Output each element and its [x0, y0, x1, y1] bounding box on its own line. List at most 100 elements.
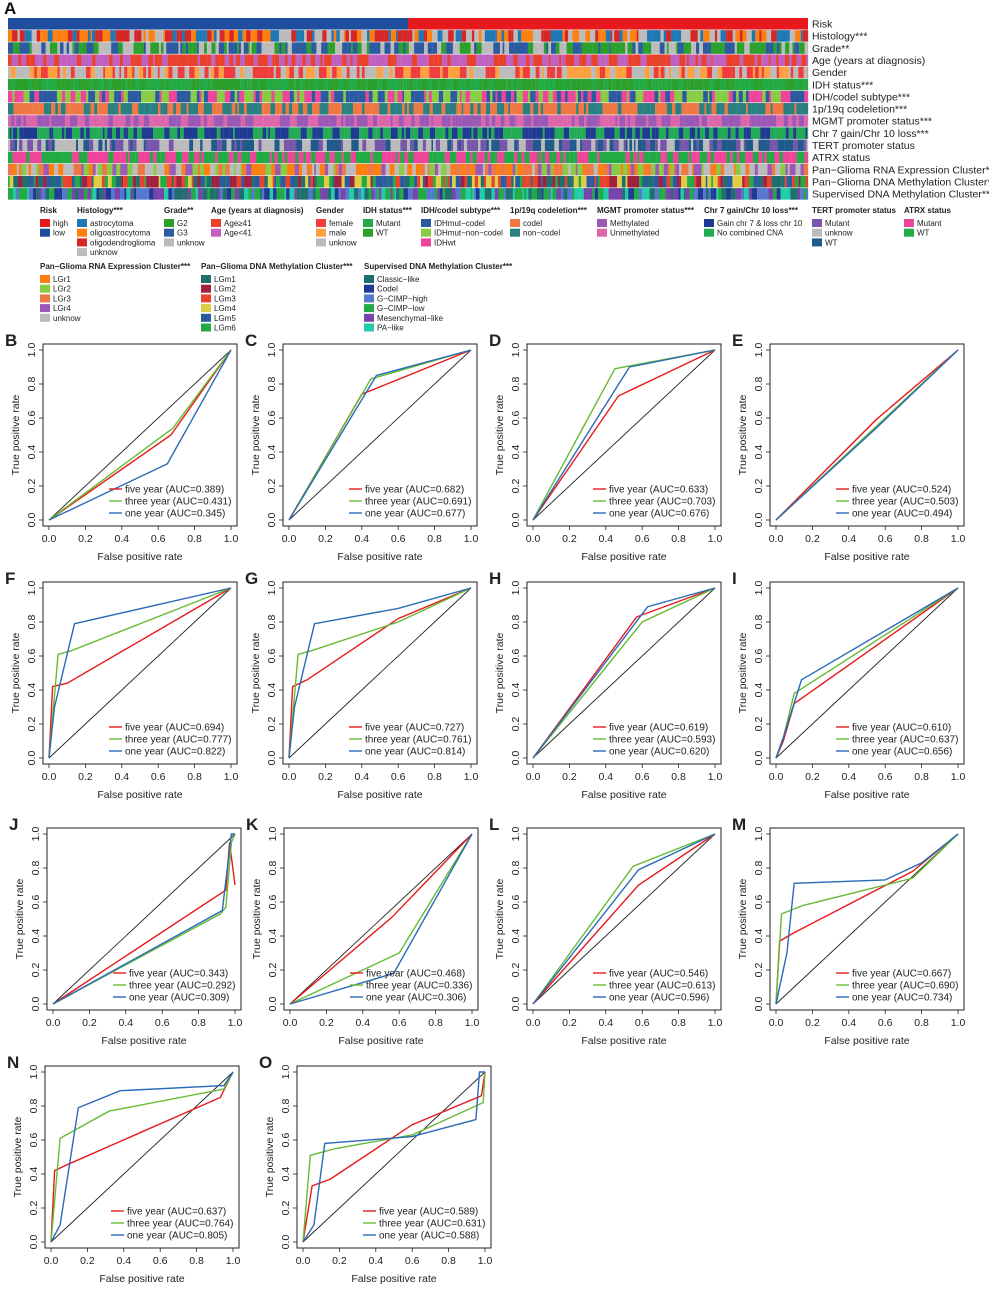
y-tick-label: 0.4 [510, 445, 522, 460]
heatmap-cell [120, 115, 126, 127]
heatmap-cell [652, 151, 657, 164]
heatmap-cell [123, 139, 129, 152]
heatmap-cell [169, 127, 174, 139]
heatmap-cell [615, 163, 621, 176]
heatmap-cell [13, 103, 17, 115]
heatmap-cell [252, 66, 259, 79]
heatmap-cell [408, 151, 414, 164]
heatmap-cell [153, 151, 157, 164]
heatmap-cell [788, 127, 794, 139]
heatmap-cell [498, 127, 504, 139]
heatmap-cell [90, 66, 93, 79]
heatmap-cell [587, 139, 592, 152]
heatmap-cell [553, 103, 558, 115]
heatmap-cell [156, 139, 160, 152]
heatmap-cell [459, 42, 463, 54]
heatmap-cell [753, 78, 756, 91]
panel-letter: F [5, 569, 15, 588]
heatmap-cell [442, 30, 446, 42]
x-tick-label: 0.8 [427, 533, 442, 545]
heatmap-cell [330, 139, 337, 152]
heatmap-cell [191, 30, 197, 42]
heatmap-cell [351, 42, 354, 54]
heatmap-cell [188, 163, 193, 176]
heatmap-cell [220, 127, 224, 139]
heatmap-cell [151, 103, 157, 115]
heatmap-cell [596, 103, 600, 115]
heatmap-cell [514, 78, 517, 91]
heatmap-cell [247, 78, 252, 91]
x-tick-label: 1.0 [951, 771, 966, 783]
y-tick-label: 0.4 [280, 1167, 292, 1182]
heatmap-cell [326, 103, 329, 115]
heatmap-cell [728, 115, 735, 127]
heatmap-cell [528, 188, 532, 200]
heatmap-cell [103, 66, 106, 79]
heatmap-cell [349, 115, 355, 127]
heatmap-cell [69, 42, 73, 54]
heatmap-cell [271, 163, 276, 176]
heatmap-cell [647, 188, 650, 200]
heatmap-cell [522, 54, 527, 66]
heatmap-cell [601, 127, 605, 139]
heatmap-cell [166, 175, 173, 188]
heatmap-cell [637, 175, 640, 188]
heatmap-cell [727, 30, 733, 42]
heatmap-cell [395, 139, 401, 152]
heatmap-cell [776, 42, 780, 54]
heatmap-cell [205, 30, 208, 42]
heatmap-cell [542, 66, 545, 79]
heatmap-cell [617, 103, 622, 115]
heatmap-cell [274, 42, 280, 54]
heatmap-cell [651, 42, 657, 54]
heatmap-cell [52, 78, 56, 91]
plot-frame [282, 343, 478, 527]
heatmap-cell [160, 151, 162, 164]
heatmap-cell [24, 30, 30, 42]
heatmap-cell [609, 66, 613, 79]
heatmap-cell [683, 127, 686, 139]
heatmap-cell [780, 115, 784, 127]
heatmap-cell [709, 139, 713, 152]
heatmap-cell [178, 42, 181, 54]
heatmap-cell [288, 127, 293, 139]
heatmap-cell [130, 54, 133, 66]
heatmap-cell [122, 54, 127, 66]
heatmap-cell [114, 188, 121, 200]
x-tick-label: 1.0 [228, 1017, 243, 1029]
heatmap-cell [468, 115, 472, 127]
heatmap-cell [193, 139, 198, 152]
heatmap-cell [383, 175, 388, 188]
heatmap-cell [625, 139, 628, 152]
heatmap-cell [594, 151, 598, 164]
heatmap-cell [427, 127, 430, 139]
heatmap-cell [456, 139, 460, 152]
heatmap-cell [795, 188, 798, 200]
heatmap-cell [91, 90, 96, 103]
heatmap-cell [583, 90, 588, 103]
heatmap-cell [51, 103, 54, 115]
heatmap-cell [476, 115, 479, 127]
heatmap-cell [559, 54, 562, 66]
heatmap-cell [69, 103, 72, 115]
heatmap-cell [405, 42, 410, 54]
heatmap-cell [182, 103, 187, 115]
heatmap-row-label: Histology*** [812, 31, 867, 43]
heatmap-cell [569, 139, 574, 152]
heatmap-cell [755, 66, 759, 79]
heatmap-cell [313, 78, 316, 91]
heatmap-cell [287, 30, 292, 42]
heatmap-cell [145, 66, 149, 79]
heatmap-cell [604, 139, 607, 152]
heatmap-cell [668, 66, 672, 79]
heatmap-cell [788, 54, 793, 66]
heatmap-cell [595, 30, 599, 42]
x-tick-label: 0.0 [526, 1017, 541, 1029]
heatmap-cell [710, 151, 715, 164]
roc-panel-o: O0.0 0.2 0.4 0.6 0.8 1.00.00.20.40.60.81.0Fal… [259, 1053, 492, 1285]
heatmap-cell [39, 90, 43, 103]
heatmap-cell [697, 127, 701, 139]
heatmap-cell [407, 103, 410, 115]
legend-swatch [597, 219, 607, 227]
heatmap-cell [773, 188, 777, 200]
